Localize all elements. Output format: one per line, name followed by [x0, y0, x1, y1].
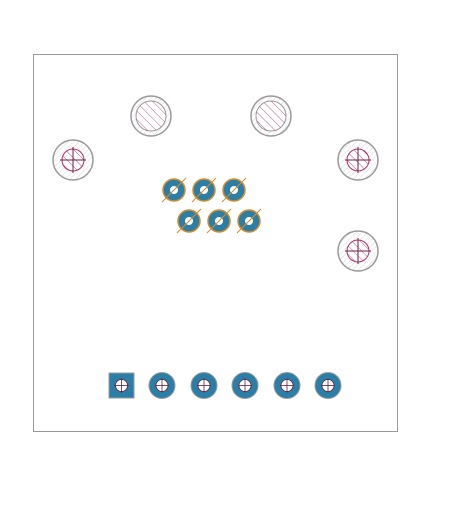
- connector-pad: [161, 177, 187, 203]
- connector-pad: [206, 208, 232, 234]
- header-pad-round: [273, 372, 301, 399]
- mounting-hole-right-upper: [337, 139, 379, 181]
- mounting-hole-top-right: [250, 95, 292, 137]
- connector-pad: [176, 208, 202, 234]
- connector-pad: [236, 208, 262, 234]
- header-pad-square: [108, 372, 135, 399]
- header-pad-round: [190, 372, 218, 399]
- mounting-hole-top-left: [130, 95, 172, 137]
- connector-pad: [221, 177, 247, 203]
- header-pad-round: [148, 372, 176, 399]
- header-pad-round: [231, 372, 259, 399]
- connector-pads: [161, 177, 262, 234]
- header-pins: [108, 372, 342, 399]
- board-outline: [33, 54, 398, 432]
- mounting-hole-left: [52, 139, 94, 181]
- connector-pad: [191, 177, 217, 203]
- mounting-hole-right-lower: [337, 230, 379, 272]
- header-pad-round: [314, 372, 342, 399]
